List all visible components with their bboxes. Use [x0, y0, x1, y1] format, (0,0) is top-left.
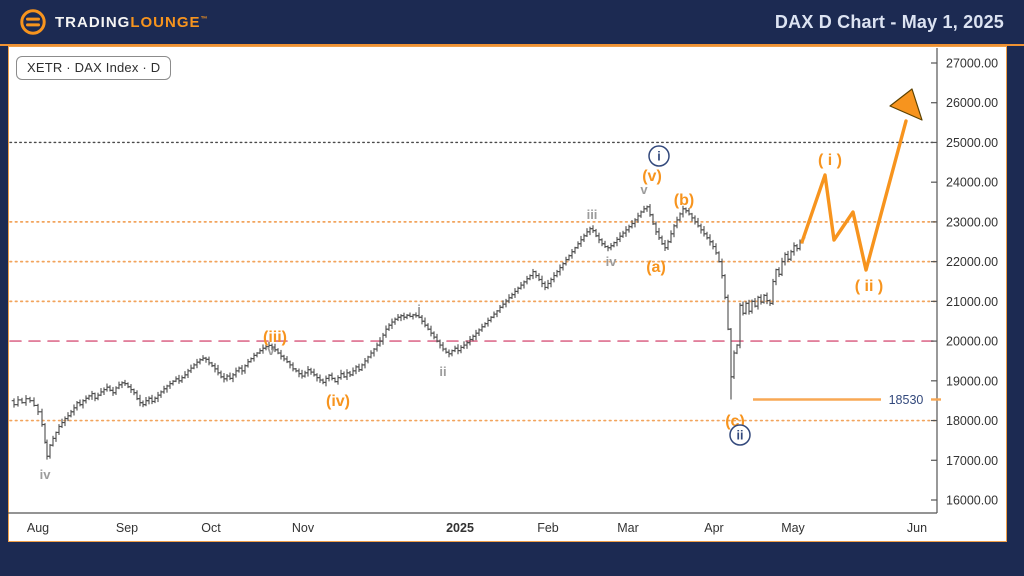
wave-label-orange: (v) — [642, 168, 662, 185]
wave-label-orange: (iii) — [263, 329, 287, 346]
y-axis-label: 20000.00 — [946, 335, 998, 349]
header-bar: TRADINGLOUNGE™ DAX D Chart - May 1, 2025 — [0, 0, 1024, 44]
price-bars — [11, 204, 806, 460]
tradinglounge-logo-icon — [20, 9, 46, 35]
y-axis-label: 24000.00 — [946, 176, 998, 190]
circled-wave-marker — [729, 424, 751, 446]
x-axis-label-Jun: Jun — [907, 521, 927, 535]
x-axis-label-Sep: Sep — [116, 521, 138, 535]
x-axis-label-2025: 2025 — [446, 521, 474, 535]
wave-label-orange: ( i ) — [818, 152, 842, 169]
circled-wave-marker — [648, 145, 670, 167]
y-axis-label: 22000.00 — [946, 255, 998, 269]
level-lines — [9, 141, 937, 422]
brand-logo[interactable]: TRADINGLOUNGE™ — [20, 9, 209, 35]
elliott-wave-projection — [800, 88, 923, 272]
x-axis-label-Apr: Apr — [704, 521, 723, 535]
y-axis-label: 16000.00 — [946, 494, 998, 508]
wave-label-circled: ii — [737, 429, 744, 443]
brand-lounge: LOUNGE — [130, 13, 201, 31]
wave-label-orange: (iv) — [326, 393, 350, 410]
x-axis-label-Oct: Oct — [201, 521, 221, 535]
x-axis-label-Nov: Nov — [292, 521, 315, 535]
x-axis-label-Aug: Aug — [27, 521, 49, 535]
wave-label-orange: ( ii ) — [855, 278, 883, 295]
y-axis-label: 18000.00 — [946, 414, 998, 428]
wave-label-orange: (a) — [646, 259, 666, 276]
wave-label-gray: iii — [587, 207, 598, 222]
brand-trading: TRADING — [55, 13, 131, 31]
brand-trademark: ™ — [200, 15, 209, 23]
x-axis-label-Mar: Mar — [617, 521, 639, 535]
y-axis-label: 19000.00 — [946, 374, 998, 388]
brand-text: TRADINGLOUNGE™ — [55, 15, 209, 30]
y-axis-label: 17000.00 — [946, 454, 998, 468]
chart-title: DAX D Chart - May 1, 2025 — [774, 11, 1004, 32]
y-axis-label: 21000.00 — [946, 295, 998, 309]
projection-zigzag-line — [800, 119, 908, 272]
wave-label-gray: ii — [439, 364, 446, 379]
chart-panel — [8, 46, 1007, 542]
wave-label-orange: (b) — [674, 192, 694, 209]
support-line-18530: 18530 — [753, 393, 941, 407]
y-axis-label: 27000.00 — [946, 57, 998, 71]
support-price-label: 18530 — [889, 393, 924, 407]
axes: 16000.00 17000.00 18000.00 19000.00 20000.00… — [8, 48, 998, 514]
wave-label-gray: iv — [606, 254, 618, 269]
wave-label-gray: v — [267, 343, 275, 358]
y-axis-label: 26000.00 — [946, 96, 998, 110]
footer-bar — [0, 544, 1024, 576]
symbol-legend-chip[interactable]: XETR · DAX Index · D — [16, 56, 172, 80]
wave-label-gray: iv — [40, 467, 52, 482]
wave-label-circled: i — [657, 150, 660, 164]
month-labels: Aug Sep Oct Nov 2025 Feb Mar Apr May Jun — [27, 521, 927, 535]
y-axis-label: 23000.00 — [946, 215, 998, 229]
y-axis-label: 25000.00 — [946, 136, 998, 150]
wave-label-gray: i — [417, 302, 421, 317]
x-axis-label-May: May — [781, 521, 805, 535]
wave-label-gray: v — [640, 182, 648, 197]
header-divider — [0, 44, 1024, 46]
projection-arrowhead — [889, 88, 923, 121]
x-axis-label-Feb: Feb — [537, 521, 559, 535]
